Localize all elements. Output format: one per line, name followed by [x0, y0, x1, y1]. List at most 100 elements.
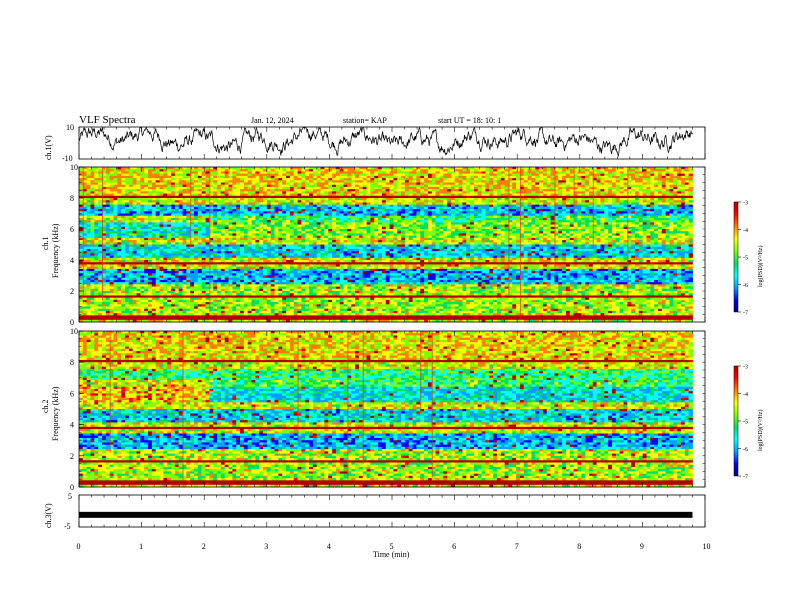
spectrogram-cell	[140, 169, 144, 172]
spectrogram-cell	[294, 189, 298, 192]
spectrogram-cell	[183, 313, 187, 316]
spectrogram-cell	[324, 220, 328, 223]
spectrogram-cell	[129, 318, 133, 321]
spectrogram-cell	[321, 236, 325, 239]
spectrogram-cell	[91, 178, 95, 181]
spectrogram-cell	[271, 169, 275, 172]
spectrogram-cell	[275, 282, 279, 285]
spectrogram-cell	[98, 209, 102, 212]
spectrogram-cell	[94, 278, 98, 281]
spectrogram-cell	[202, 251, 206, 254]
spectrogram-cell	[98, 309, 102, 312]
spectrogram-cell	[206, 271, 210, 274]
spectrogram-cell	[91, 287, 95, 290]
spectrogram-cell	[156, 309, 160, 312]
spectrogram-cell	[286, 209, 290, 212]
spectrogram-cell	[244, 189, 248, 192]
spectrogram-cell	[133, 251, 137, 254]
spectrogram-cell	[106, 209, 110, 212]
spectrogram-cell	[171, 240, 175, 243]
spectrogram-cell	[305, 240, 309, 243]
spectrogram-cell	[114, 169, 118, 172]
spectrogram-cell	[263, 194, 267, 197]
spectrogram-cell	[179, 309, 183, 312]
spectrogram-cell	[98, 225, 102, 228]
spectrogram-cell	[313, 267, 317, 270]
spectrogram-cell	[286, 231, 290, 234]
spectrogram-cell	[275, 256, 279, 259]
spectrogram-cell	[183, 267, 187, 270]
spectrogram-cell	[252, 302, 256, 305]
spectrogram-cell	[202, 282, 206, 285]
spectrogram-cell	[317, 293, 321, 296]
spectrogram-cell	[110, 236, 114, 239]
spectrogram-cell	[213, 225, 217, 228]
spectrogram-cell	[305, 256, 309, 259]
spectrogram-cell	[252, 231, 256, 234]
spectrogram-cell	[114, 240, 118, 243]
spectrogram-cell	[152, 278, 156, 281]
spectrogram-cell	[313, 247, 317, 250]
spectrogram-cell	[133, 256, 137, 259]
spectrogram-cell	[278, 278, 282, 281]
spectrogram-cell	[87, 302, 91, 305]
spectrogram-cell	[175, 225, 179, 228]
spectrogram-cell	[275, 209, 279, 212]
spectrogram-cell	[252, 169, 256, 172]
spectrogram-cell	[282, 318, 286, 321]
spectrogram-cell	[267, 278, 271, 281]
spectrogram-cell	[171, 251, 175, 254]
spectrogram-cell	[255, 293, 259, 296]
spectrogram-cell	[121, 220, 125, 223]
spectrogram-cell	[190, 271, 194, 274]
spectrogram-cell	[179, 262, 183, 265]
spectrogram-cell	[313, 298, 317, 301]
spectrogram-cell	[160, 185, 164, 188]
spectrogram-cell	[144, 178, 148, 181]
spectrogram-cell	[240, 278, 244, 281]
spectrogram-cell	[175, 169, 179, 172]
spectrogram-cell	[179, 200, 183, 203]
spectrogram-cell	[167, 209, 171, 212]
spectrogram-cell	[125, 174, 129, 177]
spectrogram-cell	[271, 309, 275, 312]
spectrogram-cell	[152, 262, 156, 265]
spectrogram-cell	[117, 220, 121, 223]
spectrogram-cell	[144, 185, 148, 188]
spectrogram-cell	[198, 267, 202, 270]
spectrogram-cell	[94, 236, 98, 239]
spectrogram-cell	[252, 256, 256, 259]
spectrogram-cell	[278, 262, 282, 265]
spectrogram-cell	[344, 205, 348, 208]
spectrogram-cell	[225, 251, 229, 254]
spectrogram-cell	[160, 262, 164, 265]
spectrogram-cell	[328, 287, 332, 290]
spectrogram-cell	[309, 216, 313, 219]
spectrogram-cell	[240, 205, 244, 208]
spectrogram-cell	[298, 174, 302, 177]
spectrogram-cell	[282, 231, 286, 234]
spectrogram-cell	[301, 247, 305, 250]
spectrogram-cell	[336, 231, 340, 234]
spectrogram-cell	[198, 262, 202, 265]
spectrogram-cell	[160, 302, 164, 305]
spectrogram-cell	[125, 185, 129, 188]
spectrogram-cell	[294, 278, 298, 281]
spectrogram-cell	[125, 231, 129, 234]
spectrogram-cell	[94, 220, 98, 223]
spectrogram-cell	[309, 236, 313, 239]
spectrogram-cell	[129, 225, 133, 228]
spectrogram-cell	[282, 282, 286, 285]
spectrogram-cell	[83, 313, 87, 316]
spectrogram-cell	[137, 209, 141, 212]
spectrogram-cell	[106, 309, 110, 312]
spectrogram-cell	[221, 256, 225, 259]
spectrogram-cell	[252, 318, 256, 321]
spectrogram-cell	[252, 298, 256, 301]
spectrogram-cell	[160, 313, 164, 316]
spectrogram-cell	[344, 231, 348, 234]
spectrogram-cell	[213, 267, 217, 270]
spectrogram-cell	[171, 178, 175, 181]
spectrogram-cell	[163, 287, 167, 290]
spectrogram-cell	[114, 194, 118, 197]
